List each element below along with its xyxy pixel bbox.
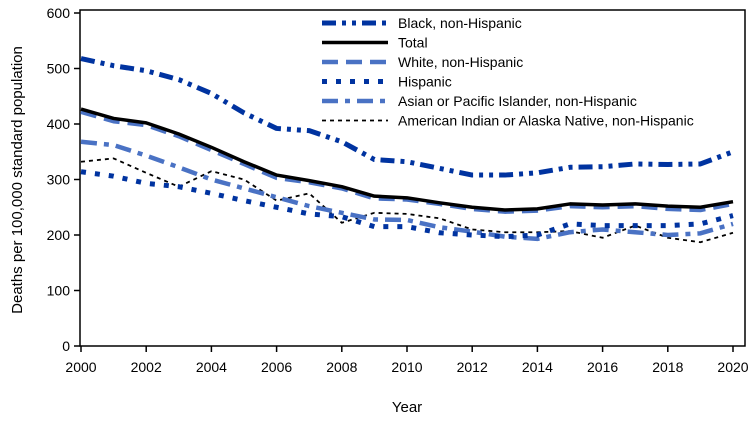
series-line-0 bbox=[80, 56, 734, 178]
legend-label: Hispanic bbox=[398, 74, 452, 90]
legend-label: Total bbox=[398, 35, 428, 51]
series-line-1 bbox=[80, 107, 734, 212]
y-tick-label: 400 bbox=[47, 116, 71, 132]
plot-frame bbox=[79, 9, 746, 347]
x-tick-label: 2002 bbox=[131, 359, 162, 375]
y-tick-label: 300 bbox=[47, 172, 71, 188]
x-tick-label: 2000 bbox=[65, 359, 96, 375]
y-tick-label: 200 bbox=[47, 227, 71, 243]
y-tick-label: 500 bbox=[47, 61, 71, 77]
y-axis-label: Deaths per 100,000 standard population bbox=[9, 46, 26, 314]
y-tick-label: 100 bbox=[47, 283, 71, 299]
y-tick-label: 0 bbox=[62, 338, 70, 354]
x-tick-label: 2020 bbox=[717, 359, 748, 375]
x-tick-label: 2018 bbox=[652, 359, 683, 375]
x-tick-label: 2006 bbox=[261, 359, 292, 375]
x-tick-label: 2014 bbox=[522, 359, 553, 375]
x-tick-label: 2008 bbox=[326, 359, 357, 375]
series-line-4 bbox=[80, 139, 734, 242]
x-tick-label: 2016 bbox=[587, 359, 618, 375]
x-axis-label: Year bbox=[392, 399, 422, 416]
x-tick-label: 2004 bbox=[196, 359, 227, 375]
legend-label: Asian or Pacific Islander, non-Hispanic bbox=[398, 93, 637, 109]
y-tick-label: 600 bbox=[47, 5, 71, 21]
series-line-5 bbox=[80, 157, 734, 244]
legend-label: Black, non-Hispanic bbox=[398, 15, 522, 31]
x-tick-label: 2010 bbox=[391, 359, 422, 375]
legend-label: White, non-Hispanic bbox=[398, 54, 523, 70]
legend-label: American Indian or Alaska Native, non-Hi… bbox=[398, 113, 694, 129]
x-tick-label: 2012 bbox=[457, 359, 488, 375]
